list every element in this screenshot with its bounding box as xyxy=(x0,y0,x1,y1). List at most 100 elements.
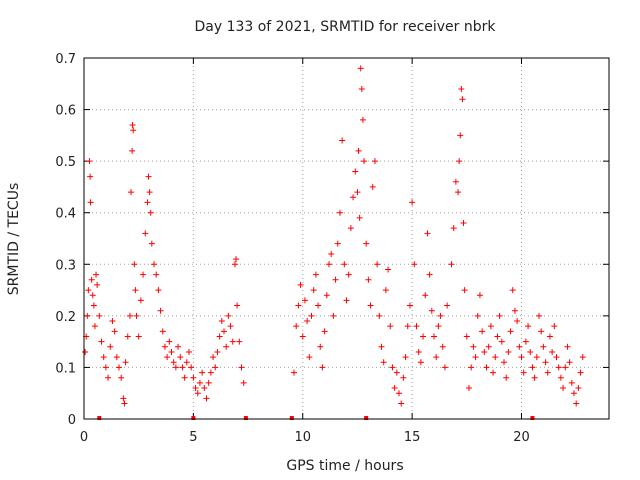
data-point xyxy=(431,333,437,340)
data-point xyxy=(577,369,584,376)
data-point xyxy=(461,287,468,294)
data-point xyxy=(295,302,302,309)
data-point xyxy=(398,400,405,407)
data-point xyxy=(546,333,553,340)
data-point xyxy=(389,364,396,371)
data-point xyxy=(341,261,348,268)
data-point xyxy=(514,318,521,325)
data-point xyxy=(455,189,462,196)
y-tick-label: 0.4 xyxy=(55,207,76,222)
data-point xyxy=(424,230,431,237)
gap-marker xyxy=(243,416,248,420)
data-point xyxy=(441,364,448,371)
data-point xyxy=(118,374,125,381)
data-point xyxy=(168,348,175,355)
data-point xyxy=(177,354,184,361)
data-point xyxy=(339,137,346,144)
data-point xyxy=(128,189,135,196)
data-point xyxy=(452,178,459,185)
data-point xyxy=(227,323,234,330)
data-point xyxy=(345,271,352,278)
x-axis-label: GPS time / hours xyxy=(286,458,403,474)
data-point xyxy=(192,385,199,392)
data-point xyxy=(544,369,551,376)
y-axis-label: SRMTID / TECUs xyxy=(6,183,22,296)
data-point xyxy=(148,240,155,247)
data-point xyxy=(214,348,221,355)
data-point xyxy=(511,307,518,314)
data-point xyxy=(571,390,577,397)
y-tick-label: 0.6 xyxy=(55,104,76,119)
data-point xyxy=(100,354,107,361)
data-point xyxy=(218,318,225,325)
data-point xyxy=(84,312,91,319)
data-point xyxy=(111,328,118,335)
data-point xyxy=(426,271,433,278)
data-point xyxy=(146,189,153,196)
data-point xyxy=(457,132,464,139)
data-point xyxy=(153,271,160,278)
data-point xyxy=(210,354,217,361)
data-point xyxy=(369,183,376,190)
data-point xyxy=(437,312,444,319)
data-point xyxy=(85,287,92,294)
data-point xyxy=(236,338,243,345)
data-point xyxy=(479,328,486,335)
data-point xyxy=(159,328,166,335)
data-point xyxy=(317,343,324,350)
data-point xyxy=(221,328,227,335)
data-point xyxy=(170,359,177,366)
data-point xyxy=(124,333,131,340)
x-tick-label: 15 xyxy=(404,430,421,445)
data-point xyxy=(121,400,128,407)
data-point xyxy=(145,173,152,180)
data-point xyxy=(476,292,483,299)
data-point xyxy=(474,312,481,319)
data-point xyxy=(147,209,154,216)
data-point xyxy=(533,354,540,361)
plot-frame xyxy=(83,57,610,420)
data-point xyxy=(496,312,503,319)
data-point xyxy=(130,127,137,134)
data-point xyxy=(553,354,560,361)
data-point xyxy=(88,276,95,283)
data-point xyxy=(238,364,245,371)
data-point xyxy=(579,354,586,361)
data-point xyxy=(120,395,127,402)
data-point xyxy=(151,261,157,268)
data-point xyxy=(365,276,372,283)
data-point xyxy=(503,374,510,381)
data-point xyxy=(166,338,173,345)
data-point xyxy=(415,348,422,355)
data-point xyxy=(456,158,463,165)
data-point xyxy=(291,369,297,376)
data-point xyxy=(91,323,98,330)
data-point xyxy=(463,333,470,340)
data-point xyxy=(402,354,409,361)
data-point xyxy=(87,199,94,206)
data-point xyxy=(205,379,212,386)
data-point xyxy=(319,364,326,371)
chart-title: Day 133 of 2021, SRMTID for receiver nbr… xyxy=(194,19,496,35)
data-point xyxy=(501,359,507,366)
data-point xyxy=(417,359,424,366)
data-point xyxy=(448,261,455,268)
data-point xyxy=(225,312,232,319)
data-points xyxy=(82,65,586,407)
data-point xyxy=(409,199,416,206)
grid-lines xyxy=(84,58,609,419)
data-point xyxy=(350,194,357,201)
data-point xyxy=(301,297,308,304)
data-point xyxy=(487,323,494,330)
gap-marker xyxy=(191,416,196,420)
data-point xyxy=(343,297,350,304)
data-point xyxy=(199,369,206,376)
data-point xyxy=(201,385,208,392)
data-point xyxy=(93,271,100,278)
data-point xyxy=(179,364,186,371)
data-point xyxy=(376,312,383,319)
data-point xyxy=(183,359,190,366)
data-point xyxy=(89,292,96,299)
data-gap-markers xyxy=(97,416,535,420)
data-point xyxy=(411,261,418,268)
